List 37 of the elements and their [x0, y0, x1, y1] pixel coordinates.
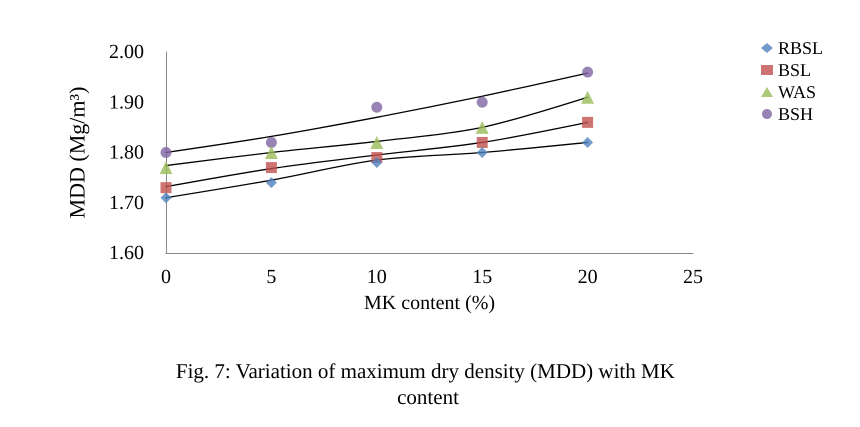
legend-label: RBSL: [778, 38, 824, 58]
point: [160, 147, 172, 158]
point: [582, 116, 594, 128]
point: [160, 192, 172, 204]
point: [160, 182, 172, 194]
caption: Fig. 7: Variation of maximum dry density (MDD) with MK content: [176, 359, 680, 409]
x-tick-label: 5: [266, 266, 276, 288]
y-tick-label: 1.80: [109, 142, 144, 164]
point: [476, 96, 488, 108]
point: [266, 136, 277, 148]
point: [476, 147, 488, 158]
x-tick-label: 10: [366, 266, 387, 288]
y-tick-label: 1.90: [109, 91, 144, 114]
point: [582, 66, 594, 78]
y-tick-label: 2.00: [109, 41, 144, 63]
point: [266, 177, 277, 188]
point: [371, 102, 382, 113]
y-tick-label: 1.70: [109, 192, 144, 214]
y-tick-label: 1.60: [109, 242, 144, 264]
point: [264, 146, 278, 159]
point: [371, 157, 382, 168]
x-axis-title: MK content (%): [364, 292, 496, 314]
point: [476, 136, 488, 148]
legend-label: BSH: [778, 104, 813, 124]
point: [266, 162, 277, 174]
point: [160, 161, 172, 174]
x-tick-label: 0: [161, 266, 171, 288]
point: [581, 90, 594, 104]
y-axis-title: MDD (Mg/m³): [64, 86, 90, 218]
point: [582, 136, 594, 148]
x-tick-label: 20: [578, 266, 598, 288]
legend-label: BSL: [778, 60, 811, 80]
point: [370, 136, 384, 149]
point: [476, 120, 489, 134]
x-tick-label: 25: [683, 266, 703, 288]
legend-label: WAS: [778, 82, 816, 102]
x-tick-label: 15: [472, 266, 492, 288]
